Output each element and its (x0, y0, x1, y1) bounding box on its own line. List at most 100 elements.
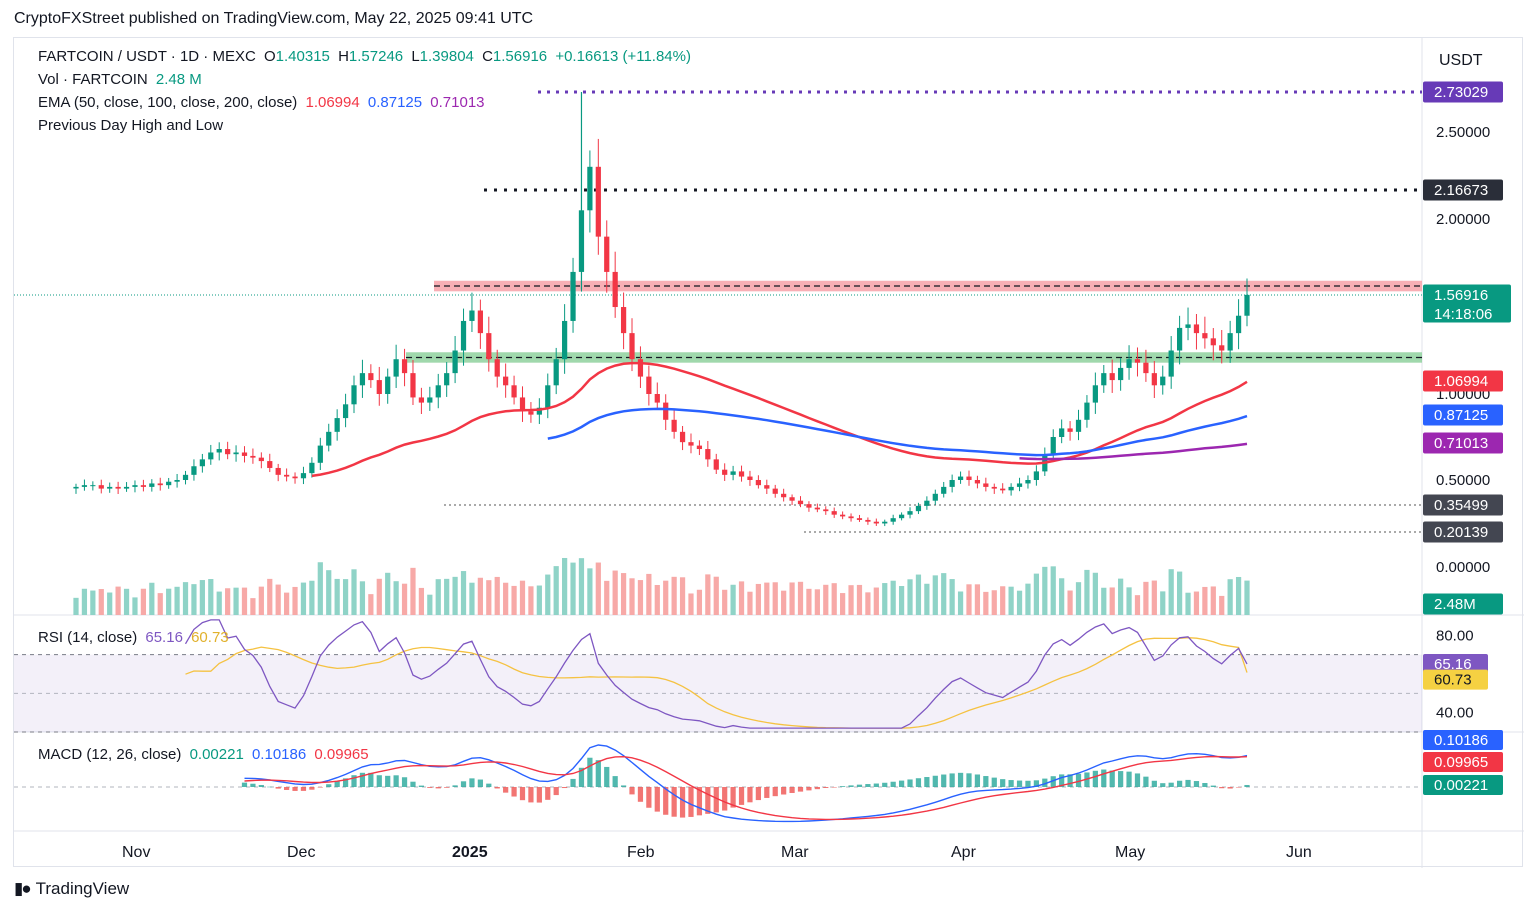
volume-bar (553, 566, 559, 615)
volume-bar (797, 581, 804, 615)
candle-body (292, 476, 298, 479)
price-badge (1423, 81, 1503, 103)
chart-frame[interactable]: USDT 2.50000 2.00000 1.00000 0.50000 0.00000 2… (13, 37, 1524, 868)
candle-body (966, 476, 972, 480)
candle-body (663, 402, 669, 420)
volume-bar (427, 594, 433, 615)
rsi-badge-label: 65.16 (1434, 656, 1472, 673)
volume-bar (587, 568, 593, 615)
close-value: 1.56916 (492, 48, 548, 65)
macd-histogram-bar (359, 772, 366, 787)
ema-legend[interactable]: EMA (50, close, 100, close, 200, close) … (38, 94, 489, 111)
ema200-line (1019, 442, 1248, 461)
candle-body (174, 480, 180, 482)
volume-bar (283, 592, 290, 615)
volume-bar (1185, 592, 1191, 615)
rsi-value: 65.16 (145, 629, 183, 646)
price-badge-label: 2.73029 (1434, 84, 1488, 101)
macd-histogram-bar (1193, 781, 1200, 787)
macd-histogram-bar (646, 787, 652, 808)
volume-bar (949, 579, 955, 615)
candle-body (519, 397, 526, 412)
volume-bar (629, 578, 635, 615)
volume-bar (149, 582, 155, 615)
macd-badge-label: 0.09965 (1434, 754, 1488, 771)
candle-body (713, 459, 719, 470)
volume-bar (528, 586, 534, 615)
candle-body (722, 469, 728, 475)
candle-body (233, 452, 239, 455)
macd-histogram-bar (486, 783, 492, 787)
macd-histogram-bar (385, 775, 391, 787)
macd-histogram-bar (452, 785, 458, 787)
volume-bar (452, 576, 458, 615)
volume-bar (123, 588, 130, 615)
time-tick-label: May (1115, 844, 1145, 861)
macd-histogram-bar (1016, 780, 1023, 787)
macd-histogram-bar (444, 787, 450, 788)
macd-histogram-bar (865, 784, 871, 787)
price-badge (1423, 179, 1503, 201)
macd-histogram-bar (477, 779, 483, 787)
macd-histogram-bar (1185, 779, 1191, 787)
price-badge-label: 1.06994 (1434, 373, 1488, 390)
volume-label: Vol · FARTCOIN (38, 71, 148, 88)
macd-histogram-bar (545, 787, 551, 800)
volume-bar (595, 562, 601, 615)
volume-bar (831, 583, 837, 615)
pdhl-legend[interactable]: Previous Day High and Low (38, 117, 227, 134)
candle-body (250, 455, 256, 458)
symbol-title[interactable]: FARTCOIN / USDT · 1D · MEXC (38, 48, 256, 65)
macd-histogram-bar (1000, 779, 1006, 787)
macd-histogram-bar (654, 787, 660, 812)
candle-body (1193, 324, 1200, 334)
macd-histogram-bar (932, 775, 938, 787)
candle-body (359, 373, 366, 386)
volume-legend[interactable]: Vol · FARTCOIN 2.48 M (38, 71, 206, 88)
candle-body (924, 500, 930, 506)
volume-bar (604, 580, 610, 615)
candle-body (957, 476, 964, 480)
volume-bar (1084, 569, 1090, 615)
macd-histogram-bar (503, 787, 509, 793)
macd-histogram-bar (637, 787, 644, 802)
volume-bar (536, 585, 542, 615)
macd-histogram-bar (755, 787, 761, 801)
chart-canvas[interactable]: USDT2.500002.000001.000000.500000.000002… (14, 38, 1524, 868)
volume-bar (570, 562, 576, 615)
volume-bar (359, 581, 366, 615)
candle-body (503, 376, 509, 386)
candle-body (797, 500, 804, 505)
candle-body (401, 359, 408, 374)
volume-bar (1176, 571, 1183, 615)
footer-brand[interactable]: ▮● TradingView (14, 879, 129, 899)
volume-bar (1202, 586, 1208, 615)
candle-body (351, 385, 357, 405)
volume-bar (612, 570, 618, 615)
macd-histogram-bar (848, 785, 854, 787)
support-zone (406, 352, 1422, 363)
candle-body (1185, 324, 1191, 328)
volume-bar (107, 592, 113, 615)
tradingview-logo-icon: ▮● (14, 879, 32, 898)
candle-body (840, 514, 846, 517)
volume-bar (1067, 590, 1073, 615)
macd-histogram-bar (612, 776, 618, 787)
macd-histogram-bar (831, 787, 837, 788)
price-tick-label: 2.50000 (1436, 124, 1490, 141)
candle-body (1160, 376, 1166, 386)
macd-histogram-bar (494, 787, 500, 789)
volume-bar (671, 576, 677, 615)
candle-body (208, 452, 214, 460)
macd-histogram-bar (435, 787, 441, 789)
volume-bar (1151, 580, 1157, 615)
rsi-legend[interactable]: RSI (14, close) 65.16 60.73 (38, 629, 233, 646)
volume-bar (292, 586, 298, 615)
macd-histogram-bar (410, 781, 416, 787)
candle-body (806, 504, 812, 508)
candle-body (1067, 428, 1073, 432)
volume-bar (334, 578, 340, 615)
macd-legend[interactable]: MACD (12, 26, close) 0.00221 0.10186 0.0… (38, 746, 373, 763)
candle-body (873, 521, 879, 524)
volume-bar (823, 584, 829, 615)
